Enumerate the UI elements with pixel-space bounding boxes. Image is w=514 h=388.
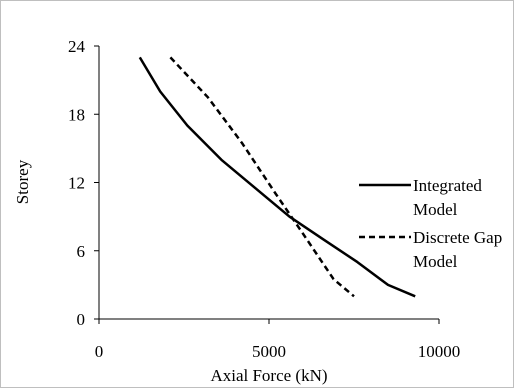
y-tick-label: 18 (68, 105, 85, 124)
y-ticks: 0 6 12 18 24 (68, 37, 99, 329)
x-axis-label: Axial Force (kN) (210, 366, 327, 385)
y-tick-label: 24 (68, 37, 86, 56)
legend-label: Model (413, 200, 458, 219)
x-tick-label: 5000 (252, 342, 286, 361)
y-tick-label: 6 (77, 242, 86, 261)
series-line-discrete-gap-model (169, 56, 355, 298)
y-tick-label: 12 (68, 174, 85, 193)
series-layer (138, 56, 416, 298)
y-axis-label: Storey (13, 159, 32, 204)
legend-label: Discrete Gap (413, 228, 502, 247)
legend-label: Model (413, 252, 458, 271)
legend-label: Integrated (413, 176, 482, 195)
axes (98, 46, 439, 320)
x-tick-label: 10000 (418, 342, 461, 361)
series-line-integrated-model (138, 56, 416, 298)
y-tick-label: 0 (77, 310, 86, 329)
x-ticks: 0 5000 10000 (95, 319, 461, 361)
x-tick-label: 0 (95, 342, 104, 361)
legend: Integrated Model Discrete Gap Model (359, 176, 502, 271)
